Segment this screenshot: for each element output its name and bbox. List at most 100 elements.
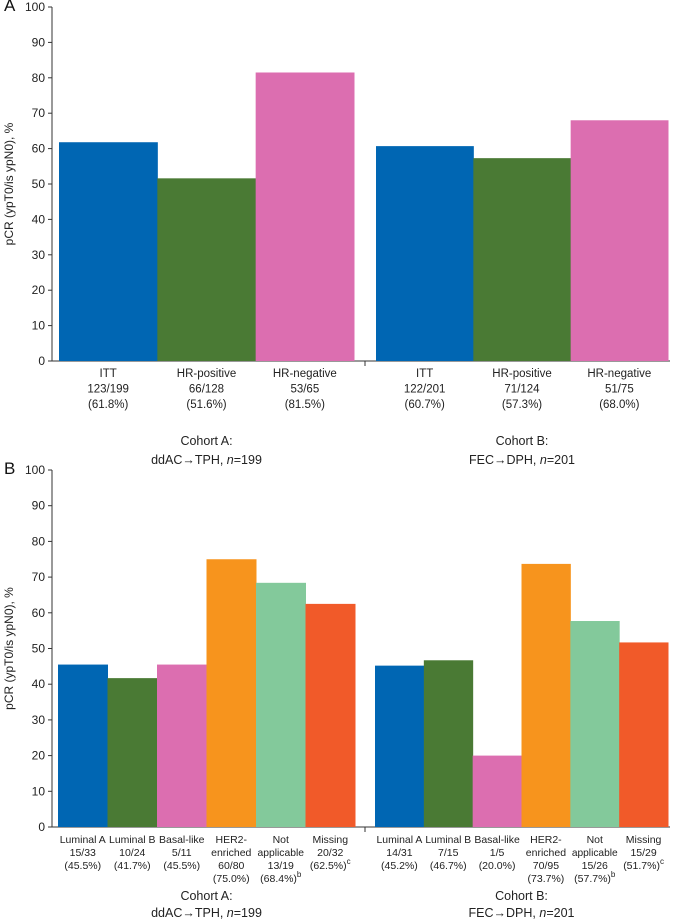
- bar: [305, 603, 356, 827]
- y-tick-label: 70: [32, 570, 46, 584]
- bar-label: (81.5%): [285, 399, 325, 411]
- group-title: Cohort A:: [180, 889, 232, 903]
- group-title-text: ddAC→TPH,: [151, 453, 227, 467]
- bar-label: (75.0%): [213, 873, 250, 885]
- bar: [59, 142, 158, 361]
- y-tick-label: 30: [32, 248, 46, 262]
- group-title-n: n: [539, 906, 546, 920]
- bar-label: 5/11: [172, 847, 192, 859]
- bar: [521, 563, 571, 827]
- bar-label: Luminal B: [109, 834, 156, 846]
- bar-label: Missing: [312, 834, 348, 846]
- y-tick-label: 80: [32, 71, 46, 85]
- bar: [375, 665, 425, 827]
- bar-label: 122/201: [404, 384, 446, 396]
- bar-label: 71/124: [504, 384, 540, 396]
- group-title: Cohort B:: [496, 434, 549, 448]
- bar-label: (68.0%): [599, 399, 639, 411]
- group-title-text: ddAC→TPH,: [151, 906, 227, 920]
- group-title: ddAC→TPH, n=199: [151, 906, 262, 920]
- bar: [376, 146, 474, 361]
- bar: [570, 120, 669, 361]
- y-tick-label: 0: [38, 354, 45, 368]
- group-title-n: n: [540, 453, 547, 467]
- group-title: FEC→DPH, n=201: [469, 453, 575, 467]
- bar-label: (68.4%)b: [260, 870, 302, 885]
- bar-label: Luminal A: [60, 834, 106, 846]
- group-title-count: =201: [547, 453, 575, 467]
- bar-label: 53/65: [290, 384, 319, 396]
- bar-label: applicable: [572, 847, 618, 859]
- y-axis-label: pCR (ypT0/is ypN0), %: [2, 122, 16, 245]
- group-title-count: =199: [234, 906, 262, 920]
- footnote-marker: b: [297, 870, 302, 879]
- footnote-marker: c: [660, 857, 664, 866]
- y-tick-label: 90: [32, 499, 46, 513]
- y-tick-label: 0: [38, 820, 45, 834]
- footnote-marker: b: [611, 870, 616, 879]
- bar: [157, 664, 207, 827]
- bar-label: (41.7%): [114, 860, 151, 872]
- bar-label: enriched: [211, 847, 251, 859]
- bar: [423, 660, 474, 827]
- bar-label: applicable: [258, 847, 305, 859]
- bar-label: ITT: [416, 368, 433, 380]
- bar-label: 14/31: [386, 847, 412, 859]
- bar-label: (51.7%)c: [623, 857, 664, 872]
- bar-label: (51.6%): [186, 399, 226, 411]
- bar: [619, 642, 669, 827]
- bar: [58, 664, 108, 827]
- y-tick-label: 80: [32, 534, 46, 548]
- y-tick-label: 10: [32, 784, 46, 798]
- bar-label: Luminal A: [377, 834, 423, 846]
- bar-label: (57.3%): [502, 399, 542, 411]
- y-tick-label: 50: [32, 642, 46, 656]
- y-tick-label: 60: [32, 142, 46, 156]
- group-title: Cohort B:: [495, 889, 548, 903]
- bar-label: (62.5%)c: [310, 857, 351, 872]
- bar-label: HR-negative: [587, 368, 651, 380]
- bar-label: Luminal B: [425, 834, 471, 846]
- bar-label: HER2-: [530, 834, 562, 846]
- group-title-n: n: [227, 453, 234, 467]
- bar-label: HR-positive: [492, 368, 551, 380]
- bar: [570, 621, 620, 827]
- y-tick-label: 40: [32, 212, 46, 226]
- bar-label: (45.2%): [381, 860, 418, 872]
- bar-label: ITT: [100, 368, 117, 380]
- footnote-marker: c: [347, 857, 351, 866]
- group-title-n: n: [227, 906, 234, 920]
- bar-label: HR-negative: [273, 368, 337, 380]
- group-title: FEC→DPH, n=201: [469, 906, 575, 920]
- bar-label: 15/26: [582, 860, 608, 872]
- bar-label: (45.5%): [64, 860, 101, 872]
- y-tick-label: 40: [32, 677, 46, 691]
- bar-label: (61.8%): [88, 399, 128, 411]
- bar-label: Not: [273, 834, 289, 846]
- bar-label: Basal-like: [159, 834, 205, 846]
- bar-label: 60/80: [218, 860, 244, 872]
- bar-label: 51/75: [605, 384, 634, 396]
- bar-label: 10/24: [119, 847, 145, 859]
- y-tick-label: 100: [25, 463, 45, 477]
- bar: [206, 559, 257, 827]
- group-title-text: FEC→DPH,: [469, 906, 540, 920]
- y-tick-label: 60: [32, 606, 46, 620]
- panel-letter: A: [4, 0, 16, 15]
- bar: [107, 678, 158, 827]
- bar-label: 66/128: [189, 384, 224, 396]
- y-tick-label: 10: [32, 319, 46, 333]
- panel-letter: B: [4, 459, 15, 478]
- bar-label: Basal-like: [474, 834, 520, 846]
- group-title-count: =201: [546, 906, 574, 920]
- bar-label: (45.5%): [163, 860, 200, 872]
- y-tick-label: 30: [32, 713, 46, 727]
- y-tick-label: 20: [32, 749, 46, 763]
- bar-label: HR-positive: [177, 368, 236, 380]
- y-tick-label: 20: [32, 283, 46, 297]
- bar-label: (60.7%): [405, 399, 445, 411]
- y-tick-label: 70: [32, 106, 46, 120]
- bar-label: 20/32: [317, 847, 343, 859]
